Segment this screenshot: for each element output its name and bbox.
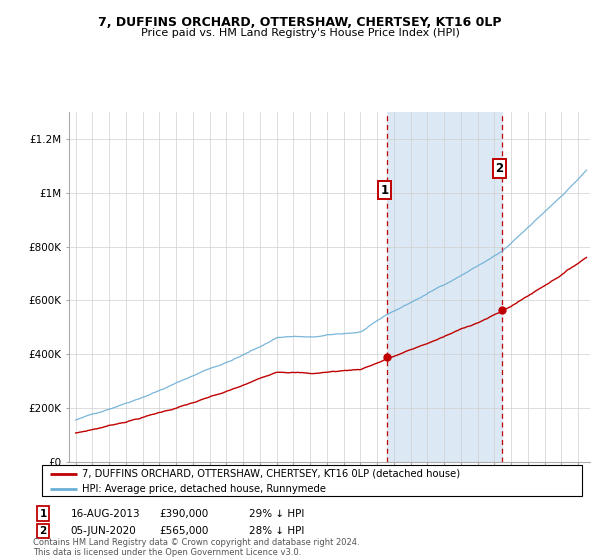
Text: 16-AUG-2013: 16-AUG-2013	[71, 508, 140, 519]
Text: 28% ↓ HPI: 28% ↓ HPI	[249, 526, 304, 536]
Text: 1: 1	[40, 508, 47, 519]
Text: £565,000: £565,000	[159, 526, 208, 536]
Text: 2: 2	[496, 162, 503, 175]
Text: 2: 2	[40, 526, 47, 536]
FancyBboxPatch shape	[42, 465, 582, 496]
Text: £390,000: £390,000	[159, 508, 208, 519]
Text: Price paid vs. HM Land Registry's House Price Index (HPI): Price paid vs. HM Land Registry's House …	[140, 28, 460, 38]
Text: 7, DUFFINS ORCHARD, OTTERSHAW, CHERTSEY, KT16 0LP (detached house): 7, DUFFINS ORCHARD, OTTERSHAW, CHERTSEY,…	[83, 469, 461, 479]
Text: 05-JUN-2020: 05-JUN-2020	[71, 526, 137, 536]
Text: 1: 1	[380, 184, 389, 197]
Bar	[387, 112, 502, 462]
Text: Contains HM Land Registry data © Crown copyright and database right 2024.
This d: Contains HM Land Registry data © Crown c…	[33, 538, 359, 557]
Text: 29% ↓ HPI: 29% ↓ HPI	[249, 508, 304, 519]
Text: 7, DUFFINS ORCHARD, OTTERSHAW, CHERTSEY, KT16 0LP: 7, DUFFINS ORCHARD, OTTERSHAW, CHERTSEY,…	[98, 16, 502, 29]
Text: HPI: Average price, detached house, Runnymede: HPI: Average price, detached house, Runn…	[83, 484, 326, 494]
